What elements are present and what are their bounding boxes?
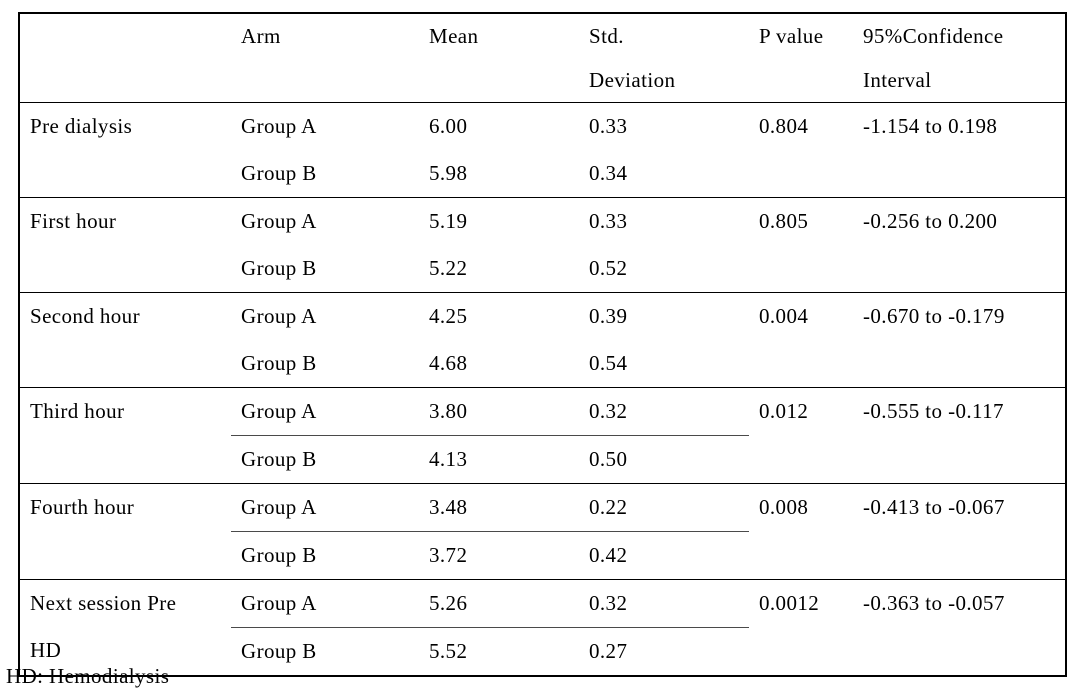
arm-cell: Group B xyxy=(241,161,317,185)
header-row: Arm Mean Std. Deviation P value 95%Confid… xyxy=(19,13,1066,103)
sd-cell: 0.52 xyxy=(589,256,628,280)
p-value-cell: 0.805 xyxy=(749,197,853,293)
mean-cell: 5.52 xyxy=(429,639,468,663)
arm-cell: Group A xyxy=(231,483,419,532)
table-row: Group B 5.98 0.34 xyxy=(19,150,1066,198)
table-row: Group B 5.52 0.27 xyxy=(19,628,1066,677)
p-value-cell: 0.004 xyxy=(749,292,853,388)
mean-cell: 5.26 xyxy=(419,579,579,628)
sd-cell: 0.39 xyxy=(579,292,749,340)
arm-cell: Group B xyxy=(241,256,317,280)
arm-cell: Group B xyxy=(241,543,317,567)
table-row: Third hour Group A 3.80 0.32 0.012 -0.55… xyxy=(19,387,1066,484)
table-row: Group B 4.68 0.54 xyxy=(19,340,1066,388)
table-row: Pre dialysis Group A 6.00 0.33 0.804 -1.… xyxy=(19,102,1066,198)
row-label: Next session Pre HD xyxy=(19,579,231,676)
sd-cell: 0.32 xyxy=(579,579,749,628)
ci-cell: -0.555 to -0.117 xyxy=(853,387,1066,484)
p-value-cell: 0.0012 xyxy=(749,579,853,676)
table-row: Group B 5.22 0.52 xyxy=(19,245,1066,293)
sd-cell: 0.54 xyxy=(589,351,628,375)
mean-cell: 3.48 xyxy=(419,483,579,532)
arm-cell: Group B xyxy=(241,351,317,375)
header-arm: Arm xyxy=(231,13,419,103)
p-value-cell: 0.012 xyxy=(749,387,853,484)
mean-cell: 5.22 xyxy=(429,256,468,280)
arm-cell: Group A xyxy=(231,102,419,150)
row-label: Third hour xyxy=(19,387,231,484)
row-label: First hour xyxy=(19,197,231,293)
table-footnote: HD: Hemodialysis xyxy=(6,664,170,688)
sd-cell: 0.27 xyxy=(589,639,628,663)
mean-cell: 5.98 xyxy=(429,161,468,185)
table-row: First hour Group A 5.19 0.33 0.805 -0.25… xyxy=(19,197,1066,293)
arm-cell: Group B xyxy=(241,447,317,471)
mean-cell: 5.19 xyxy=(419,197,579,245)
arm-cell: Group A xyxy=(231,579,419,628)
arm-cell: Group B xyxy=(241,639,317,663)
sd-cell: 0.33 xyxy=(579,197,749,245)
sd-cell: 0.33 xyxy=(579,102,749,150)
arm-cell: Group A xyxy=(231,197,419,245)
mean-cell: 4.68 xyxy=(429,351,468,375)
mean-cell: 3.72 xyxy=(429,543,468,567)
p-value-cell: 0.804 xyxy=(749,102,853,198)
mean-cell: 4.13 xyxy=(429,447,468,471)
table-row: Next session Pre HD Group A 5.26 0.32 0.0… xyxy=(19,579,1066,676)
mean-cell: 6.00 xyxy=(419,102,579,150)
header-confidence-interval: 95%Confidence Interval xyxy=(853,13,1066,103)
table-row: Group B 3.72 0.42 xyxy=(19,532,1066,580)
ci-cell: -0.363 to -0.057 xyxy=(853,579,1066,676)
table-row: Fourth hour Group A 3.48 0.22 0.008 -0.4… xyxy=(19,483,1066,580)
sd-cell: 0.22 xyxy=(579,483,749,532)
ci-cell: -0.413 to -0.067 xyxy=(853,483,1066,580)
header-empty xyxy=(19,13,231,103)
row-label: Second hour xyxy=(19,292,231,388)
arm-cell: Group A xyxy=(231,292,419,340)
ci-cell: -0.256 to 0.200 xyxy=(853,197,1066,293)
sd-cell: 0.50 xyxy=(589,447,628,471)
mean-cell: 3.80 xyxy=(419,387,579,436)
sd-cell: 0.42 xyxy=(589,543,628,567)
ci-cell: -0.670 to -0.179 xyxy=(853,292,1066,388)
mean-cell: 4.25 xyxy=(419,292,579,340)
ci-cell: -1.154 to 0.198 xyxy=(853,102,1066,198)
header-mean: Mean xyxy=(419,13,579,103)
arm-cell: Group A xyxy=(231,387,419,436)
header-std-deviation: Std. Deviation xyxy=(579,13,749,103)
sd-cell: 0.32 xyxy=(579,387,749,436)
header-p-value: P value xyxy=(749,13,853,103)
row-label: Pre dialysis xyxy=(19,102,231,198)
table-row: Group B 4.13 0.50 xyxy=(19,436,1066,484)
p-value-cell: 0.008 xyxy=(749,483,853,580)
table-row: Second hour Group A 4.25 0.39 0.004 -0.6… xyxy=(19,292,1066,388)
row-label: Fourth hour xyxy=(19,483,231,580)
sd-cell: 0.34 xyxy=(589,161,628,185)
results-table: Arm Mean Std. Deviation P value 95%Confid… xyxy=(18,12,1067,677)
